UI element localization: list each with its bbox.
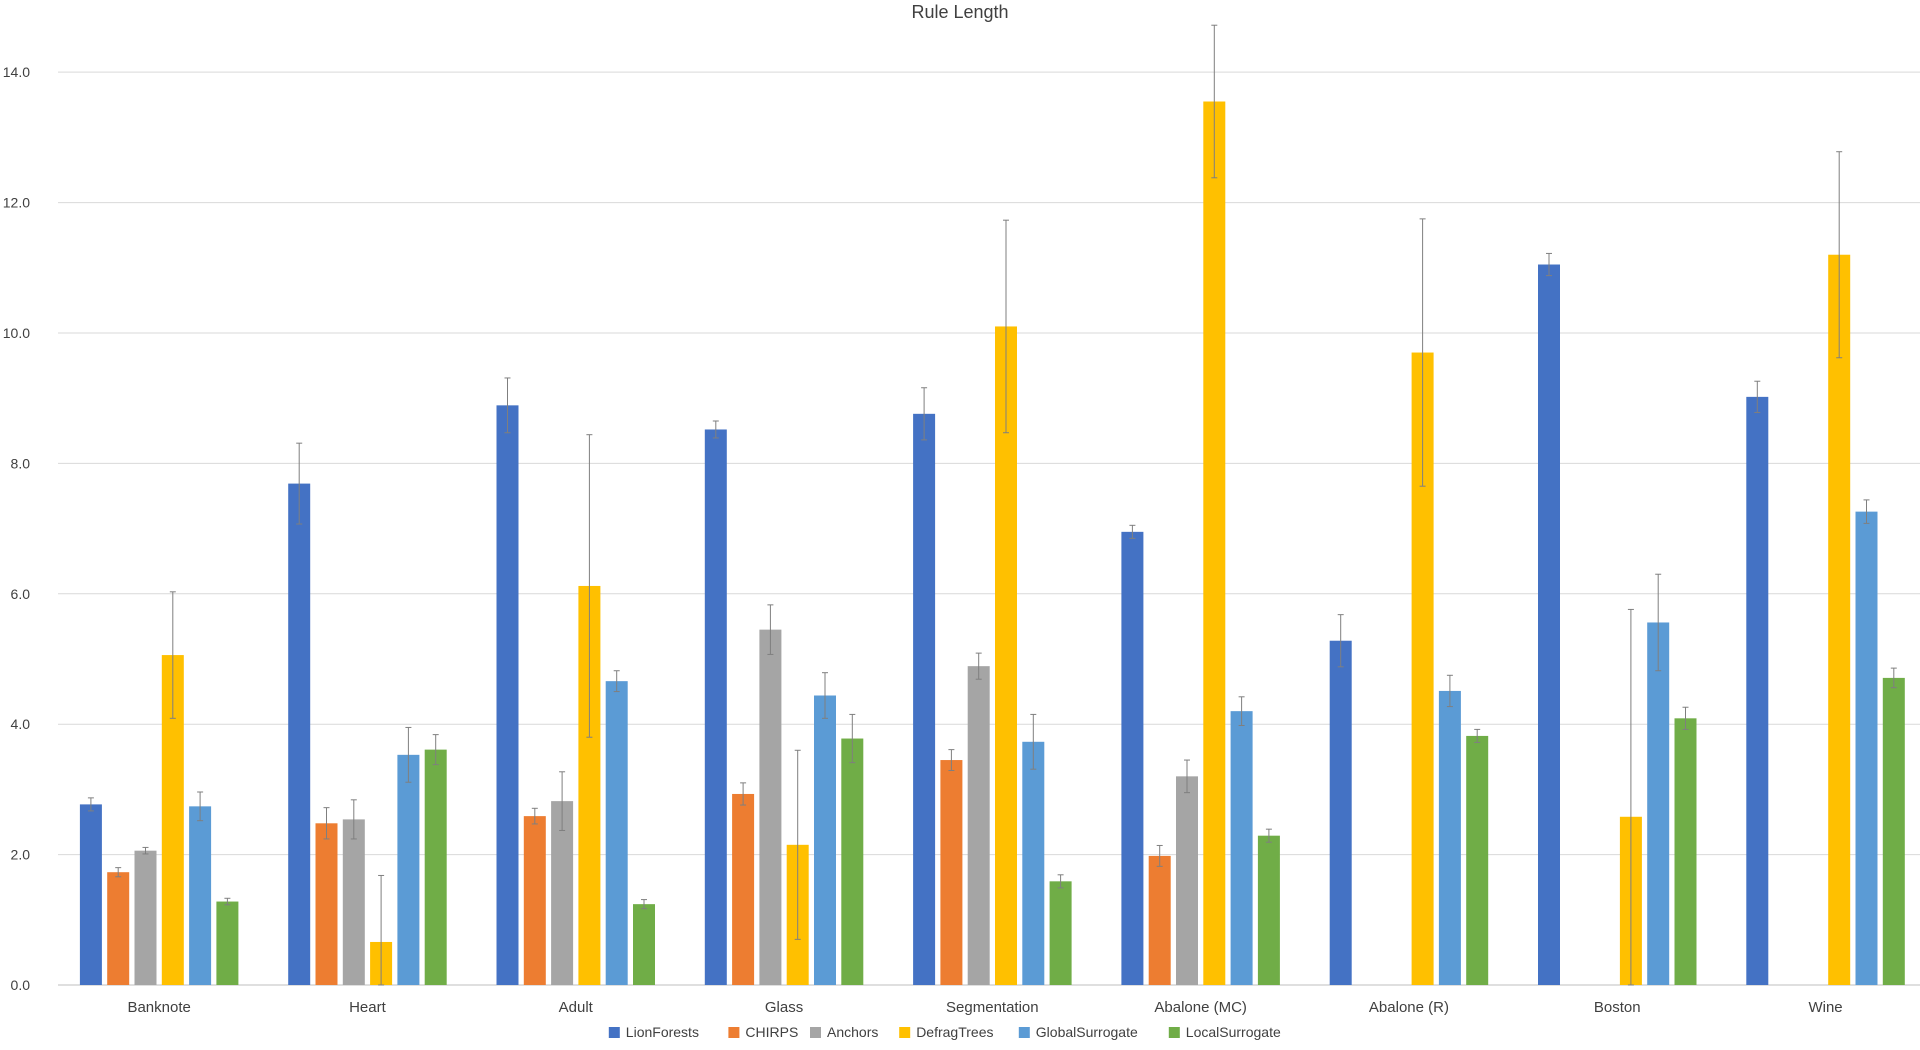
- bar: [1647, 622, 1670, 985]
- bar: [1121, 531, 1144, 985]
- bar: [342, 819, 365, 985]
- x-tick-label: Boston: [1594, 999, 1641, 1016]
- bar: [940, 760, 963, 985]
- bar: [1148, 855, 1171, 985]
- y-tick-label: 12.0: [3, 195, 30, 211]
- bar: [578, 585, 601, 985]
- bar: [759, 629, 782, 985]
- bar: [107, 872, 130, 985]
- bar: [1882, 677, 1905, 985]
- legend-swatch: [1168, 1027, 1180, 1038]
- bar: [523, 816, 546, 985]
- y-tick-label: 6.0: [11, 586, 31, 602]
- bar: [424, 749, 447, 985]
- bar: [1855, 511, 1878, 985]
- bar: [1674, 718, 1697, 985]
- bar: [732, 793, 755, 985]
- bar: [496, 405, 519, 985]
- chart-title: Rule Length: [911, 2, 1009, 22]
- legend-label: DefragTrees: [916, 1024, 993, 1040]
- x-tick-label: Wine: [1808, 999, 1842, 1016]
- bar: [605, 681, 628, 985]
- y-tick-label: 0.0: [11, 977, 31, 993]
- x-tick-label: Segmentation: [946, 999, 1039, 1016]
- y-tick-label: 2.0: [11, 847, 31, 863]
- legend-swatch: [728, 1027, 740, 1038]
- y-tick-label: 4.0: [11, 716, 31, 732]
- legend-label: Anchors: [827, 1024, 878, 1040]
- bar: [79, 804, 102, 985]
- x-tick-label: Abalone (R): [1369, 999, 1449, 1016]
- bar: [315, 823, 338, 985]
- y-tick-label: 8.0: [11, 455, 31, 471]
- x-tick-label: Adult: [559, 999, 594, 1016]
- legend-label: GlobalSurrogate: [1036, 1024, 1138, 1040]
- x-tick-label: Heart: [349, 999, 387, 1016]
- legend-swatch: [810, 1027, 821, 1038]
- bar: [1022, 741, 1045, 985]
- bar: [189, 806, 212, 985]
- legend-label: LionForests: [626, 1024, 699, 1040]
- bar: [161, 655, 184, 985]
- bar: [633, 904, 655, 985]
- bar: [1746, 396, 1769, 986]
- bar: [913, 413, 936, 985]
- legend-label: CHIRPS: [745, 1024, 798, 1040]
- bar: [1828, 254, 1851, 985]
- bar: [1329, 640, 1352, 985]
- bar: [551, 801, 574, 985]
- bar: [995, 326, 1017, 985]
- legend-swatch: [608, 1027, 620, 1038]
- bar: [1438, 690, 1461, 985]
- bar: [216, 901, 239, 985]
- bar: [1411, 352, 1434, 985]
- bar: [1466, 735, 1489, 985]
- bar: [1176, 776, 1198, 985]
- x-tick-label: Abalone (MC): [1154, 999, 1247, 1016]
- legend-label: LocalSurrogate: [1186, 1024, 1281, 1040]
- bar: [397, 754, 420, 985]
- bar: [1257, 835, 1280, 985]
- y-tick-label: 14.0: [3, 64, 30, 80]
- bar: [814, 695, 836, 985]
- bar: [1049, 881, 1072, 985]
- bar: [841, 738, 864, 985]
- bar: [288, 483, 311, 985]
- legend-swatch: [1018, 1027, 1030, 1038]
- legend-swatch: [899, 1027, 911, 1038]
- bar: [1203, 101, 1226, 986]
- x-tick-label: Banknote: [127, 999, 190, 1016]
- bar: [1230, 711, 1253, 985]
- bar: [1538, 264, 1560, 985]
- x-tick-label: Glass: [765, 999, 803, 1016]
- bar: [704, 429, 727, 985]
- y-tick-label: 10.0: [3, 325, 30, 341]
- bar: [967, 666, 990, 985]
- bar: [134, 850, 157, 985]
